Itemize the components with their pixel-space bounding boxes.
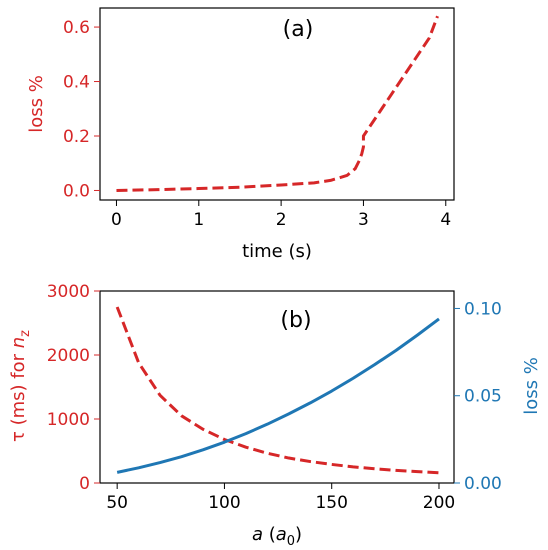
x-tick-label: 150 [315, 493, 347, 513]
panel-b: 50 100 150 200 0 1000 2000 3000 0.00 0.05 0.10 (… [8, 282, 542, 549]
y-tick-label: 1000 [47, 410, 90, 430]
panel-b-y-axis-label: τ (ms) for nz [8, 330, 33, 442]
panel-b-y2-axis-label: loss % [521, 357, 542, 415]
x-tick-label: 1 [193, 210, 204, 230]
panel-a-y-axis-label: loss % [26, 75, 47, 133]
y-tick-label: 0 [79, 474, 90, 494]
panel-a-frame [99, 7, 455, 201]
solid-series-line-loss [116, 317, 440, 474]
y2-tick-label: 0.00 [464, 474, 502, 494]
y-tick-label: 0.4 [63, 73, 90, 93]
panel-b-y2-ticks: 0.00 0.05 0.10 [454, 299, 502, 494]
dashed-series-line-loss [116, 15, 439, 192]
x-tick-label: 3 [358, 210, 369, 230]
x-tick-label: 100 [208, 493, 240, 513]
x-tick-label: 50 [106, 493, 128, 513]
y2-tick-label: 0.10 [464, 299, 502, 319]
panel-a-x-ticks: 0 1 2 3 4 [111, 200, 451, 230]
panel-b-frame [99, 290, 455, 484]
panel-b-series [115, 306, 440, 475]
dashed-series-line-tau [115, 306, 440, 475]
x-tick-label: 2 [276, 210, 287, 230]
panel-b-y-ticks: 0 1000 2000 3000 [47, 282, 100, 494]
y-tick-label: 0.0 [63, 181, 90, 201]
x-tick-label: 4 [440, 210, 451, 230]
y-tick-label: 0.2 [63, 127, 90, 147]
y-tick-label: 2000 [47, 346, 90, 366]
panel-a-label: (a) [283, 17, 314, 42]
panel-a-series [116, 15, 439, 192]
x-tick-label: 200 [423, 493, 455, 513]
y2-tick-label: 0.05 [464, 387, 502, 407]
y-tick-label: 0.6 [63, 18, 90, 38]
panel-a: 0 1 2 3 4 0.0 0.2 0.4 0.6 (a) time (s) loss % [26, 7, 455, 262]
panel-b-x-axis-label: a (a0) [252, 524, 302, 549]
panel-b-x-ticks: 50 100 150 200 [106, 483, 455, 513]
y-tick-label: 3000 [47, 282, 90, 302]
panel-a-y-ticks: 0.0 0.2 0.4 0.6 [63, 18, 100, 201]
x-tick-label: 0 [111, 210, 122, 230]
panel-a-x-axis-label: time (s) [242, 241, 312, 262]
panel-b-label: (b) [280, 308, 311, 333]
